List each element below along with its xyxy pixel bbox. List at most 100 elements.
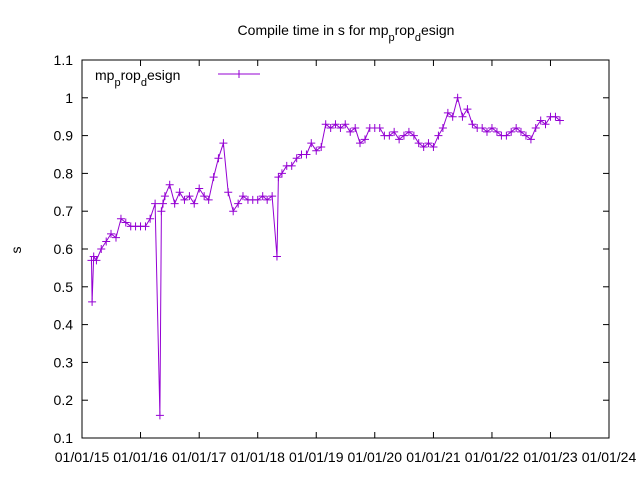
data-point-marker: [141, 222, 150, 231]
data-point-marker: [219, 139, 228, 148]
data-point-marker: [253, 195, 262, 204]
data-point-marker: [274, 173, 283, 182]
x-tick-label: 01/01/18: [230, 449, 285, 465]
x-tick-label: 01/01/16: [113, 449, 168, 465]
legend-label-part: esign: [147, 67, 180, 83]
data-point-marker: [287, 161, 296, 170]
data-point-marker: [229, 207, 238, 216]
data-point-marker: [185, 192, 194, 201]
data-point-marker: [395, 135, 404, 144]
data-point-marker: [157, 207, 166, 216]
data-point-marker: [200, 192, 209, 201]
data-point-marker: [158, 199, 167, 208]
x-tick-label: 01/01/20: [348, 449, 403, 465]
y-tick-label: 0.9: [54, 128, 74, 144]
x-tick-label: 01/01/17: [172, 449, 227, 465]
legend-marker-sample: [235, 70, 243, 78]
data-point-marker: [487, 124, 496, 133]
data-point-marker: [111, 233, 120, 242]
data-point-marker: [341, 120, 350, 129]
data-point-marker: [224, 188, 233, 197]
y-tick-label: 0.3: [54, 354, 74, 370]
data-point-marker: [336, 124, 345, 133]
data-point-marker: [170, 199, 179, 208]
data-point-marker: [512, 124, 521, 133]
data-point-marker: [478, 124, 487, 133]
legend-label-subscript: p: [114, 77, 120, 89]
data-point-marker: [468, 120, 477, 129]
y-tick-label: 1.1: [54, 52, 74, 68]
data-point-marker: [307, 139, 316, 148]
data-point-marker: [121, 218, 130, 227]
y-tick-label: 0.7: [54, 203, 74, 219]
data-point-marker: [502, 131, 511, 140]
legend-marker-plus: [235, 70, 243, 78]
data-point-marker: [160, 192, 169, 201]
plot-area-border: [81, 59, 610, 439]
y-tick-label: 1: [65, 90, 73, 106]
chart-title-subscript: p: [388, 32, 394, 44]
data-point-marker: [375, 124, 384, 133]
data-point-marker: [321, 120, 330, 129]
legend: mppropdesign: [95, 67, 260, 89]
data-point-marker: [434, 131, 443, 140]
data-point-marker: [88, 297, 97, 306]
data-point-marker: [175, 188, 184, 197]
y-axis-ticks: 0.1 0.2 0.3 0.4 0.5 0.6 0.7 0.8 0.9 1 1.1: [54, 52, 609, 446]
x-tick-label: 01/01/21: [406, 449, 461, 465]
data-point-marker: [204, 195, 213, 204]
chart-title-subscript: d: [415, 32, 421, 44]
data-point-marker: [268, 192, 277, 201]
data-point-marker: [331, 120, 340, 129]
data-point-marker: [317, 142, 326, 151]
data-point-marker: [180, 195, 189, 204]
data-point-marker: [195, 184, 204, 193]
data-point-marker: [238, 192, 247, 201]
data-point-marker: [209, 173, 218, 182]
data-point-marker: [438, 124, 447, 133]
data-point-marker: [356, 139, 365, 148]
legend-label: mppropdesign: [95, 67, 180, 89]
series-line: [91, 95, 561, 416]
data-point-marker: [234, 199, 243, 208]
legend-label-part: rop: [121, 67, 141, 83]
data-point-marker: [482, 127, 491, 136]
data-point-marker: [165, 180, 174, 189]
y-tick-label: 0.4: [54, 317, 74, 333]
data-point-marker: [536, 116, 545, 125]
data-point-marker: [346, 127, 355, 136]
data-point-marker: [409, 131, 418, 140]
data-point-marker: [429, 142, 438, 151]
data-point-marker: [516, 127, 525, 136]
chart-title-part: Compile time in s for mp: [238, 22, 389, 38]
data-point-marker: [97, 245, 106, 253]
x-tick-label: 01/01/24: [582, 449, 637, 465]
data-point-marker: [92, 256, 101, 265]
data-point-marker: [312, 146, 321, 155]
data-point-marker: [302, 150, 311, 159]
series-group: [87, 93, 564, 420]
data-point-marker: [526, 135, 535, 144]
data-point-marker: [102, 237, 111, 246]
data-point-marker: [419, 142, 428, 151]
data-point-marker: [551, 112, 560, 121]
data-point-marker: [272, 252, 281, 261]
data-point-marker: [190, 199, 199, 208]
data-point-marker: [453, 93, 462, 102]
data-point-marker: [277, 169, 286, 178]
data-point-marker: [146, 214, 155, 223]
chart-title-part: esign: [421, 22, 454, 38]
data-point-marker: [443, 108, 452, 117]
y-tick-label: 0.8: [54, 165, 74, 181]
y-tick-label: 0.1: [54, 430, 74, 446]
data-point-marker: [531, 124, 540, 133]
data-point-marker: [399, 131, 408, 140]
x-tick-label: 01/01/23: [523, 449, 578, 465]
data-point-marker: [214, 154, 223, 163]
data-point-marker: [404, 127, 413, 136]
data-point-marker: [258, 192, 267, 201]
chart-title-part: rop: [395, 22, 415, 38]
data-point-marker: [555, 116, 564, 125]
legend-label-part: mp: [95, 67, 115, 83]
